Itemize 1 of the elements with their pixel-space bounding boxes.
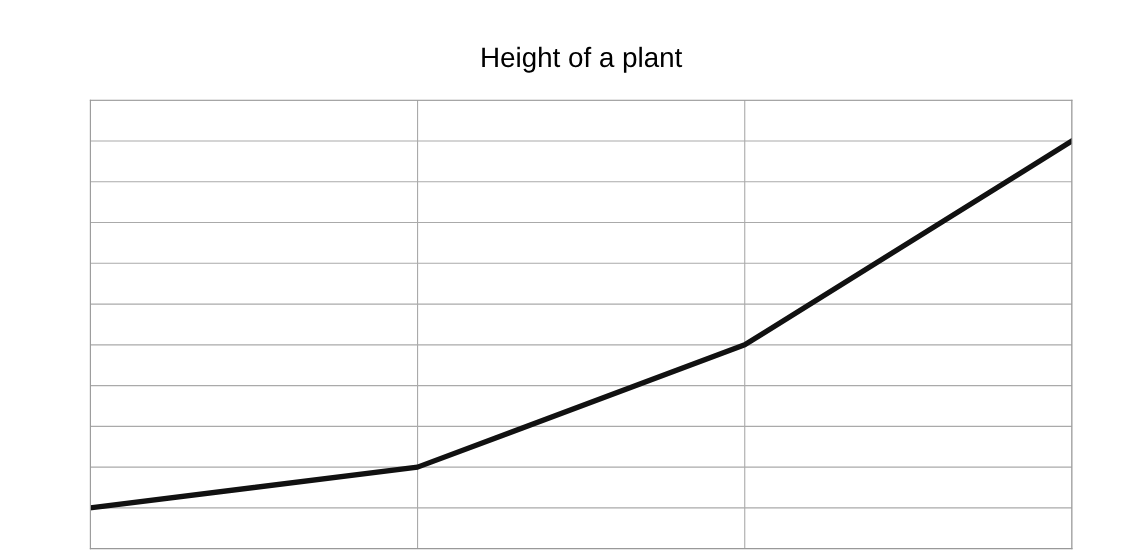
chart-title: Height of a plant: [482, 46, 683, 73]
